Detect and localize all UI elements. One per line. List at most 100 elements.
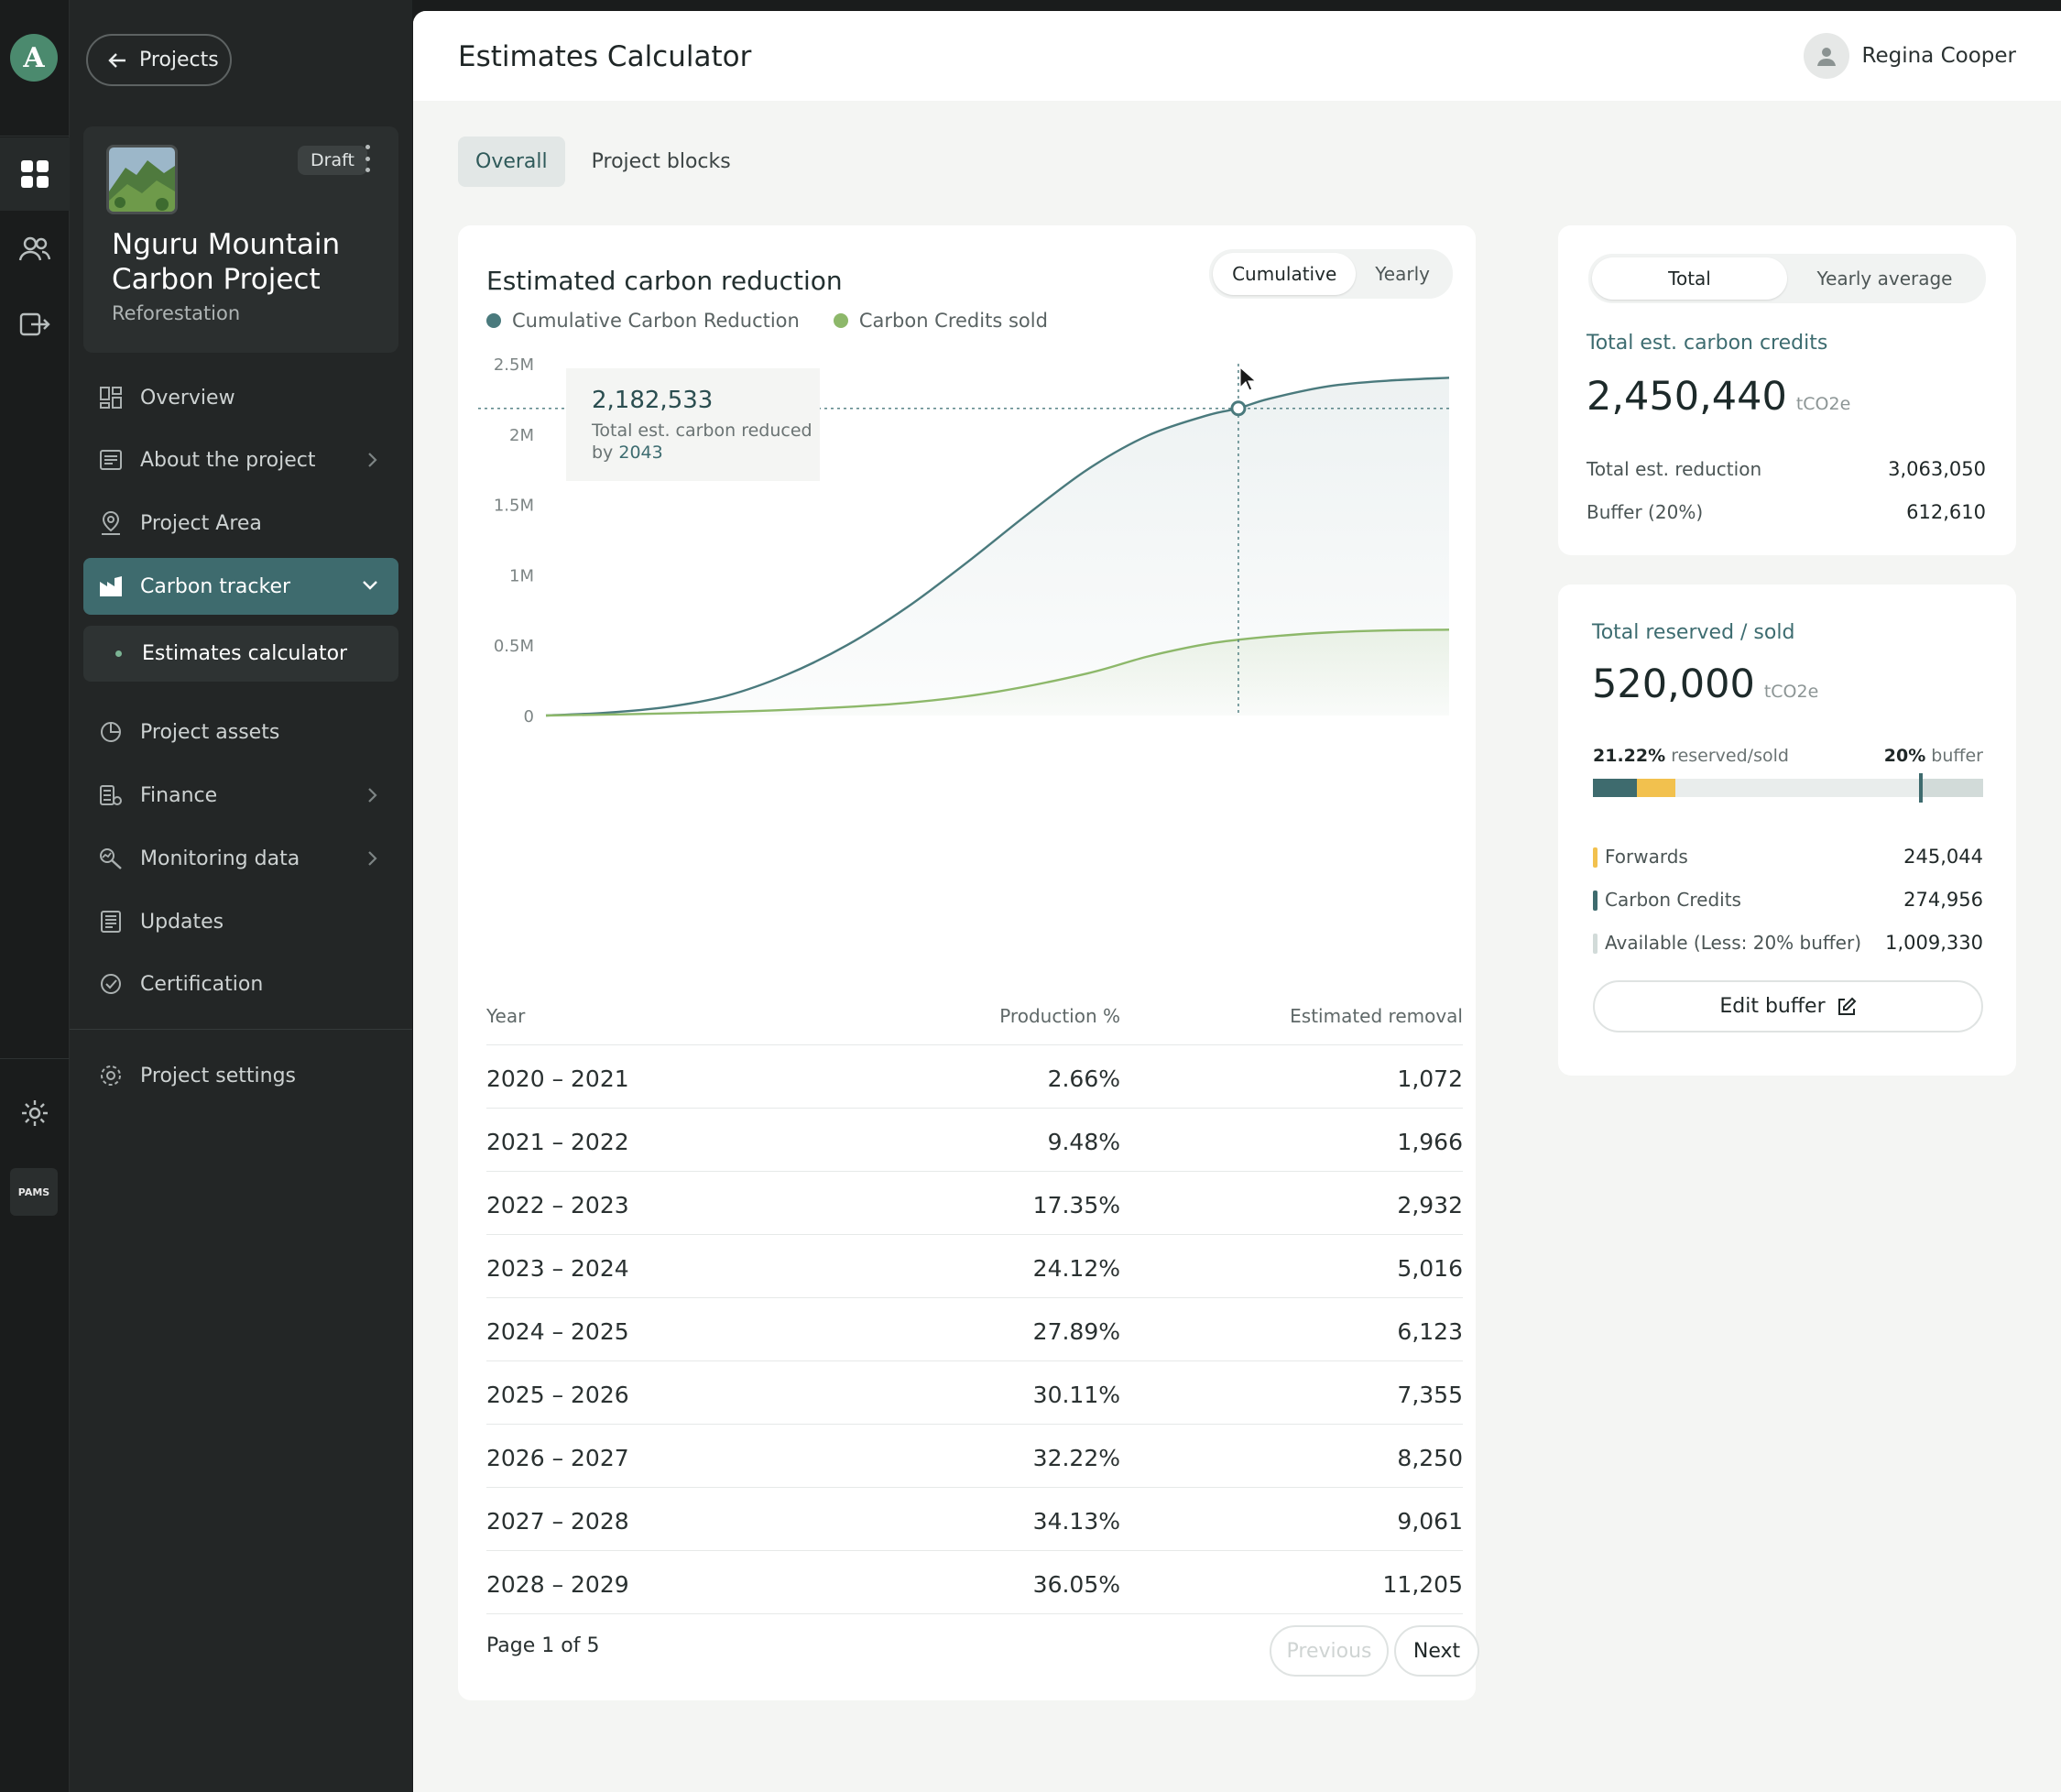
toggle-yearly-average[interactable]: Yearly average [1816,268,1953,290]
sidebar-item-finance[interactable]: Finance [83,767,398,824]
cell-production: 34.13% [1032,1508,1120,1535]
edit-buffer-label: Edit buffer [1719,995,1826,1018]
sidebar-item-overview[interactable]: Overview [83,369,398,426]
legend-available: Available (Less: 20% buffer) 1,009,330 [1593,932,1983,954]
col-production: Production % [999,1005,1120,1027]
table-row: 2026 – 2027 32.22% 8,250 [486,1425,1463,1488]
users-icon[interactable] [0,213,70,286]
cell-removal: 5,016 [1397,1255,1463,1282]
series-line-credits [545,628,1450,717]
back-label: Projects [139,49,219,71]
cell-removal: 1,966 [1397,1129,1463,1155]
icon-rail: A PAMS [0,0,70,1792]
table-row: 2023 – 2024 24.12% 5,016 [486,1235,1463,1298]
previous-page-button[interactable]: Previous [1270,1625,1389,1677]
tooltip-by: by 2043 [592,443,663,463]
cell-year: 2020 – 2021 [486,1065,629,1092]
carbon-reduction-chart[interactable]: 0 0.5M 1M 1.5M 2M 2.5M 0 2025 2030 2035 2040 2045 2… [458,354,1476,738]
x-tick-label: 2040 [1126,736,1170,738]
x-tick-label: 2050 [1405,736,1449,738]
more-options-icon[interactable] [363,145,372,172]
subitem-label: Estimates calculator [142,642,348,665]
export-icon[interactable] [0,288,70,361]
buffer-marker[interactable] [1918,773,1923,803]
toggle-total[interactable]: Total [1592,257,1787,300]
sidebar-item-label: Overview [140,386,235,410]
reserved-pct: 21.22% [1593,746,1666,766]
reserved-pct-label: reserved/sold [1671,746,1789,766]
cell-removal: 9,061 [1397,1508,1463,1535]
tab-overall[interactable]: Overall [458,137,565,187]
legend-item: Cumulative Carbon Reduction [486,310,800,332]
view-tabs: Overall Project blocks [458,137,748,187]
sidebar-item-label: Certification [140,972,264,996]
sidebar-item-project-area[interactable]: Project Area [83,495,398,552]
y-tick-label: 0.5M [494,637,534,656]
arrow-left-icon [108,52,125,68]
sidebar-item-label: Monitoring data [140,847,300,870]
sidebar-item-certification[interactable]: Certification [83,956,398,1012]
buffer-value: 612,610 [1906,501,1986,523]
bar-carbon-credits [1593,779,1637,797]
sidebar-item-project-settings[interactable]: Project settings [83,1047,398,1104]
page-title: Estimates Calculator [458,40,752,73]
sidebar-item-label: Project Area [140,511,262,535]
sidebar-item-project-assets[interactable]: Project assets [83,704,398,760]
x-tick-label: 2025 [674,736,718,738]
cell-production: 36.05% [1032,1571,1120,1598]
buffer-pct-label: buffer [1931,746,1983,766]
chevron-right-icon [368,851,377,866]
credits-value: 2,450,440 [1587,374,1787,420]
sidebar-item-monitoring-data[interactable]: Monitoring data [83,830,398,887]
forwards-value: 245,044 [1903,846,1983,868]
legend-carbon-credits: Carbon Credits 274,956 [1593,889,1983,911]
sidebar-item-label: Carbon tracker [140,574,291,598]
table-row: 2025 – 2026 30.11% 7,355 [486,1361,1463,1425]
table-row: 2022 – 2023 17.35% 2,932 [486,1172,1463,1235]
y-tick-label: 2.5M [494,355,534,375]
cell-removal: 2,932 [1397,1192,1463,1218]
sidebar-subitem-estimates-calculator[interactable]: Estimates calculator [83,626,398,682]
reserved-pct-row: 21.22% reserved/sold [1593,746,1789,766]
toggle-cumulative[interactable]: Cumulative [1213,253,1357,295]
bar-forwards [1636,779,1676,797]
app-logo[interactable]: A [10,34,58,82]
y-tick-label: 2M [509,426,534,445]
hover-point [1230,400,1247,417]
table-row: 2021 – 2022 9.48% 1,966 [486,1109,1463,1172]
user-menu[interactable]: Regina Cooper [1803,33,2016,79]
active-dot [115,650,122,657]
totals-card: Total Yearly average Total est. carbon c… [1558,225,2016,555]
cell-year: 2023 – 2024 [486,1255,629,1282]
totals-toggle: Total Yearly average [1588,254,1986,303]
series-line-cumulative [545,377,1450,717]
legend-swatch [486,313,501,328]
cell-removal: 7,355 [1397,1382,1463,1408]
document-icon [98,447,124,473]
cell-production: 2.66% [1047,1065,1120,1092]
settings-icon[interactable] [0,1076,70,1150]
sidebar-item-carbon-tracker[interactable]: Carbon tracker [83,558,398,615]
map-pin-icon [98,510,124,536]
sidebar-item-about[interactable]: About the project [83,432,398,488]
tooltip-box [566,368,820,481]
cell-production: 24.12% [1032,1255,1120,1282]
sidebar-divider [70,1029,412,1030]
edit-buffer-button[interactable]: Edit buffer [1593,980,1983,1033]
toggle-yearly[interactable]: Yearly [1375,263,1430,285]
col-removal: Estimated removal [1290,1005,1463,1027]
back-to-projects-button[interactable]: Projects [86,34,232,86]
pams-logo[interactable]: PAMS [10,1168,58,1216]
next-page-button[interactable]: Next [1394,1625,1479,1677]
tab-project-blocks[interactable]: Project blocks [591,150,731,173]
dashboard-icon[interactable] [0,137,70,211]
sidebar-item-label: About the project [140,448,316,472]
sidebar-item-label: Finance [140,783,218,807]
table-row: 2024 – 2025 27.89% 6,123 [486,1298,1463,1361]
buffer-label: Buffer (20%) [1587,501,1704,523]
x-tick-label: 2035 [976,736,1020,738]
cell-year: 2024 – 2025 [486,1318,629,1345]
x-tick-label: 2045 [1276,736,1320,738]
col-year: Year [486,1005,526,1027]
sidebar-item-updates[interactable]: Updates [83,893,398,950]
